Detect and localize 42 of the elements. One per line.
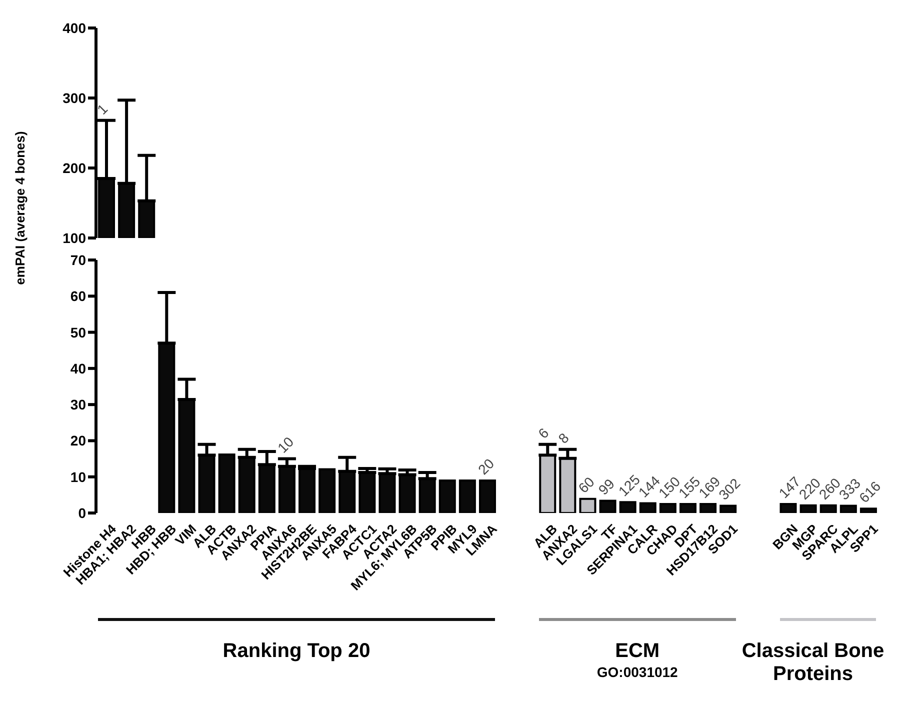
bar <box>619 501 636 513</box>
bar <box>860 508 877 513</box>
bar <box>218 453 236 513</box>
bar <box>318 468 336 513</box>
y-tick-label: 30 <box>70 396 86 413</box>
bar <box>720 504 737 513</box>
bar <box>820 504 837 513</box>
bar <box>679 502 696 513</box>
text: GO:0031012 <box>596 664 679 680</box>
bar <box>840 504 857 513</box>
bar <box>800 504 817 513</box>
bar <box>438 479 456 513</box>
bar <box>659 502 676 513</box>
annotation: 8 <box>555 430 572 447</box>
text: Classical Bone Proteins <box>740 640 886 686</box>
annotation: 6 <box>534 424 552 442</box>
y-tick-label: 300 <box>62 90 86 106</box>
y-tick-label: 50 <box>70 324 86 340</box>
annotation: 20 <box>474 455 498 478</box>
text: Ranking Top 20 <box>222 640 372 663</box>
y-tick-label: 40 <box>70 360 86 376</box>
bar <box>639 502 656 513</box>
y-tick-label: 20 <box>70 432 86 449</box>
y-tick-label: 200 <box>62 160 86 176</box>
bar <box>700 502 717 513</box>
y-axis-title: emPAI (average 4 bones) <box>12 131 28 285</box>
y-tick-label: 400 <box>62 20 86 36</box>
bar <box>458 479 476 513</box>
bar <box>780 502 797 513</box>
bar <box>478 479 496 513</box>
bar <box>579 498 596 513</box>
text: ECM <box>615 640 660 662</box>
y-tick-label: 60 <box>70 288 86 304</box>
y-tick-label: 0 <box>78 504 86 521</box>
annotation: 1 <box>94 100 111 118</box>
y-tick-label: 100 <box>62 230 86 246</box>
y-tick-label: 70 <box>70 252 86 268</box>
annotation: 60 <box>575 474 598 496</box>
bar <box>599 500 616 513</box>
annotation: 10 <box>274 433 297 456</box>
y-tick-label: 10 <box>70 468 86 485</box>
annotation: 99 <box>595 475 618 498</box>
